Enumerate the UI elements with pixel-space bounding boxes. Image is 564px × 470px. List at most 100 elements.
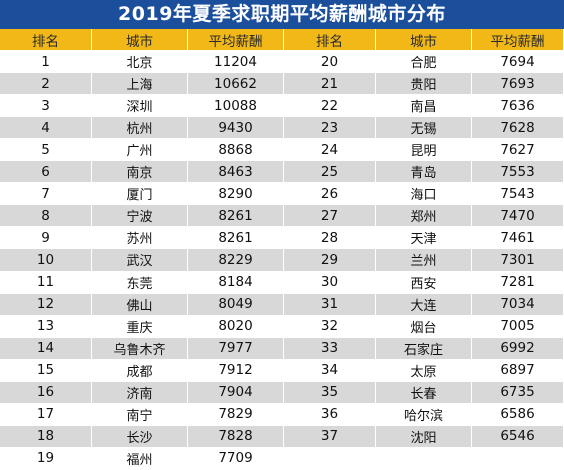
table-cell-city: 广州	[92, 139, 188, 162]
table-cell-salary: 7281	[472, 271, 564, 294]
table-cell-salary: 6897	[472, 359, 564, 382]
table-cell-salary: 7461	[472, 227, 564, 250]
table-cell-city: 南昌	[376, 95, 472, 118]
header-salary: 平均薪酬	[188, 29, 284, 52]
table-cell-rank: 34	[284, 359, 376, 382]
table-cell-city: 青岛	[376, 161, 472, 184]
table-cell-rank: 21	[284, 73, 376, 96]
table-cell-city: 太原	[376, 359, 472, 382]
table-cell-salary: 6735	[472, 381, 564, 404]
table-cell-empty	[472, 447, 564, 470]
table-cell-city: 烟台	[376, 315, 472, 338]
table-cell-salary: 7828	[188, 425, 284, 448]
table-cell-rank: 1	[0, 51, 92, 74]
table-cell-salary: 7627	[472, 139, 564, 162]
table-cell-rank: 17	[0, 403, 92, 426]
table-cell-city: 乌鲁木齐	[92, 337, 188, 360]
table-cell-rank: 22	[284, 95, 376, 118]
table-cell-city: 福州	[92, 447, 188, 470]
table-cell-rank: 27	[284, 205, 376, 228]
table-title: 2019年夏季求职期平均薪酬城市分布	[0, 0, 564, 29]
table-cell-rank: 24	[284, 139, 376, 162]
table-cell-salary: 10662	[188, 73, 284, 96]
table-cell-city: 宁波	[92, 205, 188, 228]
table-cell-city: 哈尔滨	[376, 403, 472, 426]
table-cell-city: 郑州	[376, 205, 472, 228]
salary-table: 排名 城市 平均薪酬 排名 城市 平均薪酬 1 北京 11204 20 合肥 7694 2 上海 10662…	[0, 29, 564, 470]
table-cell-salary: 8261	[188, 205, 284, 228]
table-cell-salary: 6586	[472, 403, 564, 426]
table-cell-salary: 7470	[472, 205, 564, 228]
table-cell-city: 上海	[92, 73, 188, 96]
table-cell-rank: 25	[284, 161, 376, 184]
header-city: 城市	[92, 29, 188, 52]
table-cell-city: 石家庄	[376, 337, 472, 360]
table-cell-rank: 36	[284, 403, 376, 426]
table-cell-rank: 28	[284, 227, 376, 250]
table-cell-rank: 13	[0, 315, 92, 338]
table-cell-rank: 10	[0, 249, 92, 272]
table-cell-rank: 30	[284, 271, 376, 294]
table-cell-rank: 4	[0, 117, 92, 140]
table-cell-rank: 12	[0, 293, 92, 316]
table-cell-salary: 7977	[188, 337, 284, 360]
table-cell-salary: 8184	[188, 271, 284, 294]
table-cell-salary: 8290	[188, 183, 284, 206]
table-cell-city: 昆明	[376, 139, 472, 162]
table-cell-city: 长沙	[92, 425, 188, 448]
table-cell-salary: 8020	[188, 315, 284, 338]
header-city: 城市	[376, 29, 472, 52]
table-cell-city: 重庆	[92, 315, 188, 338]
table-cell-city: 长春	[376, 381, 472, 404]
table-cell-rank: 11	[0, 271, 92, 294]
table-cell-salary: 7693	[472, 73, 564, 96]
table-cell-city: 深圳	[92, 95, 188, 118]
header-rank: 排名	[284, 29, 376, 52]
table-cell-rank: 15	[0, 359, 92, 382]
table-cell-salary: 7709	[188, 447, 284, 470]
table-cell-salary: 7543	[472, 183, 564, 206]
table-cell-city: 贵阳	[376, 73, 472, 96]
table-cell-salary: 8261	[188, 227, 284, 250]
table-cell-city: 大连	[376, 293, 472, 316]
table-cell-salary: 8868	[188, 139, 284, 162]
table-cell-rank: 18	[0, 425, 92, 448]
table-cell-city: 厦门	[92, 183, 188, 206]
table-cell-salary: 7912	[188, 359, 284, 382]
table-cell-rank: 19	[0, 447, 92, 470]
table-cell-city: 西安	[376, 271, 472, 294]
table-cell-city: 北京	[92, 51, 188, 74]
table-cell-salary: 9430	[188, 117, 284, 140]
table-cell-rank: 6	[0, 161, 92, 184]
table-cell-salary: 6992	[472, 337, 564, 360]
table-cell-city: 东莞	[92, 271, 188, 294]
table-cell-salary: 7553	[472, 161, 564, 184]
table-cell-salary: 7694	[472, 51, 564, 74]
table-cell-city: 合肥	[376, 51, 472, 74]
table-cell-rank: 3	[0, 95, 92, 118]
header-rank: 排名	[0, 29, 92, 52]
table-cell-salary: 8463	[188, 161, 284, 184]
table-cell-rank: 14	[0, 337, 92, 360]
table-cell-city: 海口	[376, 183, 472, 206]
table-cell-salary: 7829	[188, 403, 284, 426]
table-cell-rank: 33	[284, 337, 376, 360]
table-cell-rank: 7	[0, 183, 92, 206]
table-cell-salary: 6546	[472, 425, 564, 448]
table-cell-salary: 8229	[188, 249, 284, 272]
table-cell-rank: 23	[284, 117, 376, 140]
table-cell-salary: 7034	[472, 293, 564, 316]
table-cell-salary: 7301	[472, 249, 564, 272]
table-cell-city: 济南	[92, 381, 188, 404]
table-cell-city: 苏州	[92, 227, 188, 250]
table-cell-empty	[376, 447, 472, 470]
table-cell-empty	[284, 447, 376, 470]
table-cell-rank: 35	[284, 381, 376, 404]
table-cell-city: 无锡	[376, 117, 472, 140]
table-cell-rank: 26	[284, 183, 376, 206]
table-cell-city: 天津	[376, 227, 472, 250]
table-cell-salary: 7636	[472, 95, 564, 118]
table-cell-rank: 16	[0, 381, 92, 404]
header-salary: 平均薪酬	[472, 29, 564, 52]
table-cell-rank: 29	[284, 249, 376, 272]
